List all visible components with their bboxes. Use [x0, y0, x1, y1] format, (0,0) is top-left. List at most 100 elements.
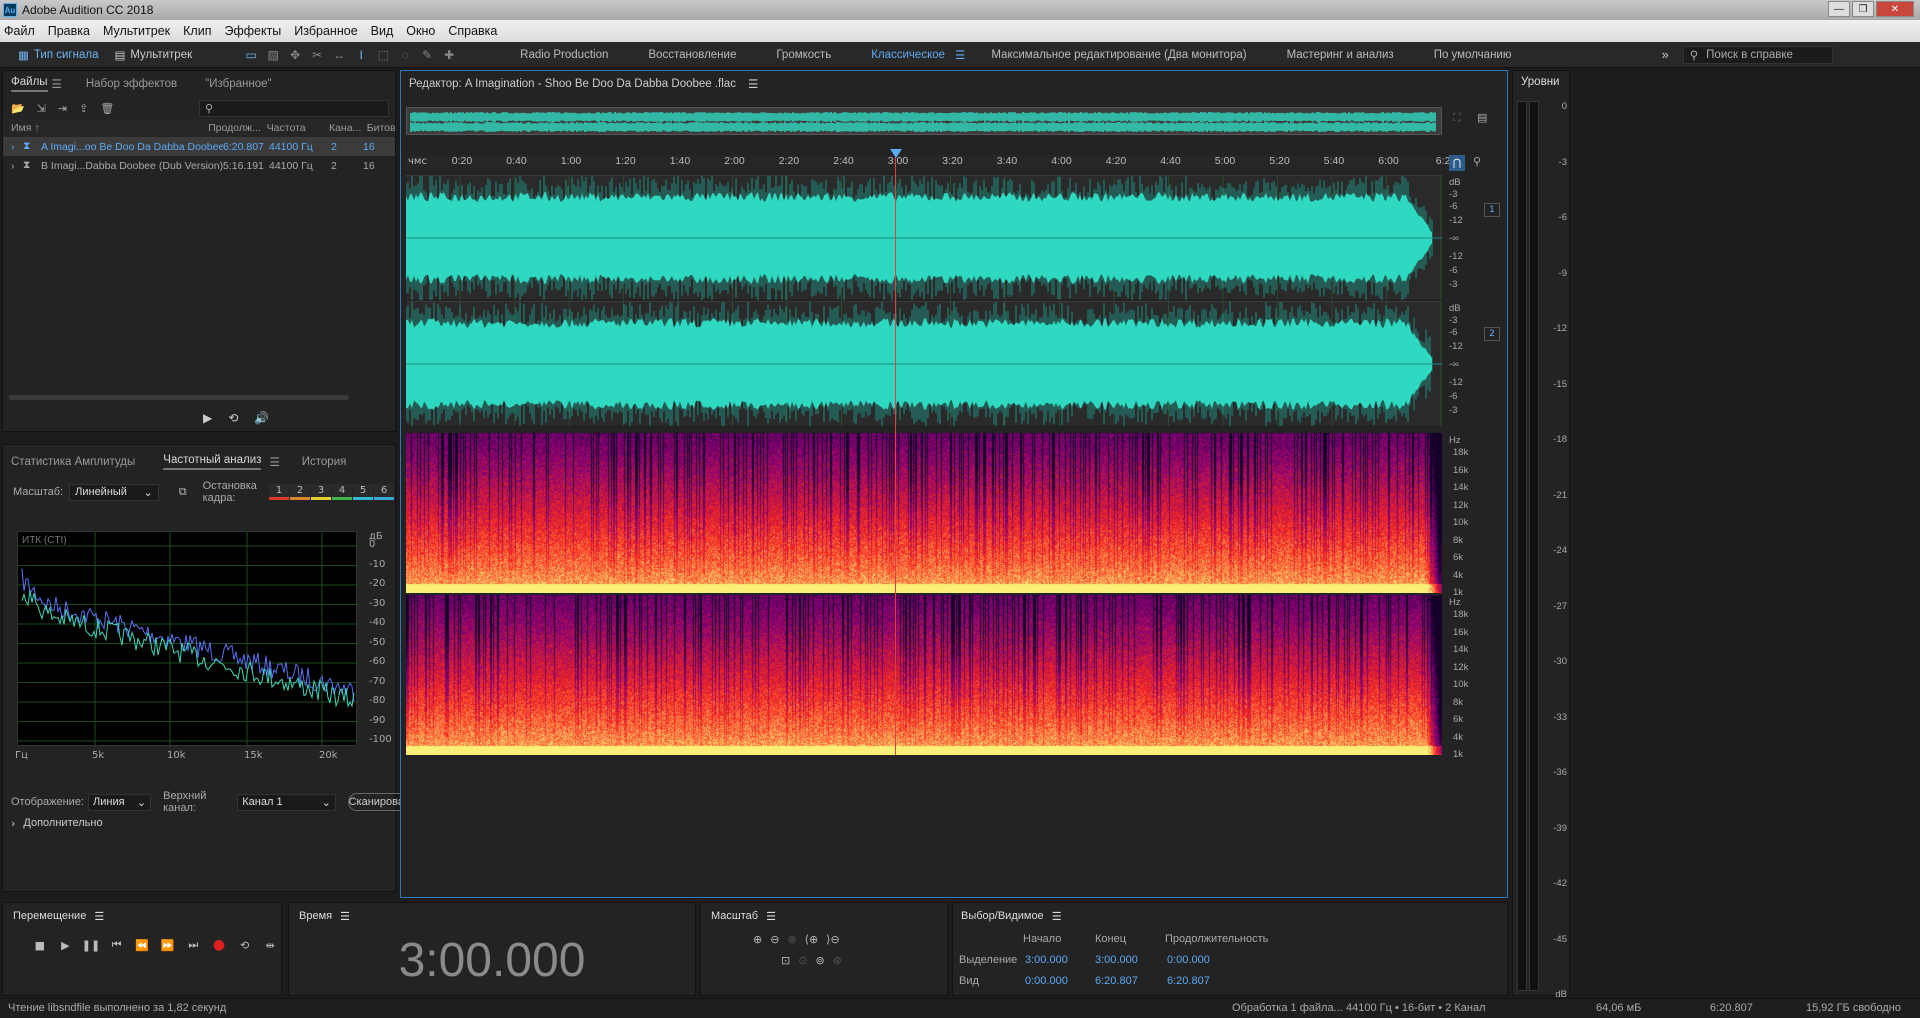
- pin-icon[interactable]: ⚲: [1473, 155, 1482, 168]
- files-panel-menu-icon[interactable]: ☰: [51, 79, 62, 91]
- analysis-panel-menu-icon[interactable]: ☰: [269, 457, 280, 469]
- brush-tool-icon[interactable]: ✎: [422, 47, 433, 62]
- move-tool-icon[interactable]: ✥: [290, 47, 301, 62]
- menu-edit[interactable]: Правка: [47, 24, 90, 38]
- stop-button[interactable]: ■: [34, 938, 45, 952]
- waveform-view-button[interactable]: ▦ Тип сигнала: [18, 48, 99, 62]
- tab-frequency-analysis[interactable]: Частотный анализ: [163, 454, 262, 470]
- view-duration-value[interactable]: 6:20.807: [1167, 975, 1210, 987]
- tab-favorites[interactable]: "Избранное": [205, 78, 272, 90]
- table-row[interactable]: › ⧗ B Imagi...Dabba Doobee (Dub Version)…: [3, 156, 395, 175]
- lasso-tool-icon[interactable]: ◌: [401, 47, 409, 62]
- pause-button[interactable]: ❚❚: [81, 938, 101, 952]
- minimize-button[interactable]: —: [1828, 1, 1850, 17]
- preview-play-icon[interactable]: ▶: [203, 411, 213, 425]
- slip-tool-icon[interactable]: ↔: [333, 47, 346, 62]
- spectral-channel-1[interactable]: [406, 433, 1442, 593]
- col-duration[interactable]: Продолж...: [208, 122, 261, 134]
- workspace-max-edit[interactable]: Максимальное редактирование (Два монитор…: [991, 48, 1247, 61]
- insert-into-icon[interactable]: ⇥: [57, 101, 68, 115]
- col-bits[interactable]: Битов: [366, 122, 395, 134]
- freeze-toggle-icon[interactable]: ⧉: [178, 485, 187, 498]
- help-search-input[interactable]: ⚲ Поиск в справке: [1682, 45, 1833, 64]
- scale-select[interactable]: Линейный ⌄: [69, 483, 159, 501]
- col-channels[interactable]: Кана...: [328, 122, 362, 134]
- top-channel-select[interactable]: Канал 1 ⌄: [237, 793, 336, 811]
- zoom-out-time-icon[interactable]: ⟩⊖: [826, 933, 840, 946]
- freeze-slot-button[interactable]: 3: [311, 484, 331, 500]
- view-start-value[interactable]: 0:00.000: [1025, 975, 1068, 987]
- zoom-menu-icon[interactable]: ☰: [766, 910, 776, 923]
- editor-panel-menu-icon[interactable]: ☰: [747, 79, 759, 91]
- freeze-slot-button[interactable]: 1: [269, 484, 289, 500]
- tab-files[interactable]: Файлы: [11, 76, 48, 92]
- files-search-input[interactable]: ⚲: [199, 99, 389, 117]
- menu-help[interactable]: Справка: [448, 24, 498, 38]
- menu-clip[interactable]: Клип: [183, 24, 212, 38]
- view-end-value[interactable]: 6:20.807: [1095, 975, 1138, 987]
- menu-view[interactable]: Вид: [370, 24, 394, 38]
- channel-1-badge[interactable]: 1: [1484, 203, 1500, 217]
- zoom-in-amplitude-icon[interactable]: ⊕: [753, 933, 763, 946]
- selection-duration-value[interactable]: 0:00.000: [1167, 954, 1210, 966]
- display-select[interactable]: Линия ⌄: [88, 793, 152, 811]
- freeze-slot-button[interactable]: 5: [353, 484, 373, 500]
- record-button[interactable]: ●: [212, 937, 226, 953]
- workspace-menu-icon[interactable]: ☰: [955, 49, 966, 62]
- transport-menu-icon[interactable]: ☰: [94, 910, 105, 923]
- workspace-loudness[interactable]: Громкость: [776, 48, 832, 61]
- time-menu-icon[interactable]: ☰: [340, 910, 350, 923]
- workspace-classic[interactable]: Классическое: [871, 48, 946, 61]
- panel-options-icon[interactable]: ▤: [1477, 111, 1488, 124]
- show-waveform-icon[interactable]: ▭: [245, 47, 257, 62]
- snap-icon[interactable]: ⋂: [1449, 155, 1465, 171]
- freeze-slot-button[interactable]: 4: [332, 484, 352, 500]
- menu-window[interactable]: Окно: [406, 24, 436, 38]
- expand-icon[interactable]: ›: [11, 159, 15, 172]
- time-selection-tool-icon[interactable]: I: [359, 47, 363, 62]
- menu-file[interactable]: Файл: [4, 24, 35, 38]
- razor-tool-icon[interactable]: ✂: [312, 47, 323, 62]
- zoom-selection-icon[interactable]: ⊙: [798, 954, 808, 967]
- channel-2-badge[interactable]: 2: [1484, 327, 1500, 341]
- open-file-icon[interactable]: 📂: [11, 101, 25, 115]
- workspace-mastering[interactable]: Мастеринг и анализ: [1286, 48, 1394, 61]
- preview-loop-icon[interactable]: ⟲: [228, 411, 239, 425]
- files-horizontal-scrollbar[interactable]: [9, 395, 349, 400]
- freeze-slot-button[interactable]: 2: [290, 484, 310, 500]
- zoom-to-selection-icon[interactable]: ⊛: [832, 954, 842, 967]
- loop-button[interactable]: ⟲: [239, 938, 250, 952]
- waveform-channel-2[interactable]: [405, 299, 1442, 429]
- tab-effects-rack[interactable]: Набор эффектов: [85, 78, 178, 90]
- col-name[interactable]: Имя ↑: [11, 122, 40, 134]
- fast-forward-button[interactable]: ⏩: [160, 938, 175, 952]
- preview-autoplay-icon[interactable]: 🔊: [254, 411, 270, 425]
- delete-icon[interactable]: 🗑: [100, 101, 115, 115]
- workspace-restoration[interactable]: Восстановление: [648, 48, 737, 61]
- selection-start-value[interactable]: 3:00.000: [1025, 954, 1068, 966]
- zoom-reset-icon[interactable]: ⊗: [787, 933, 797, 946]
- menu-favorites[interactable]: Избранное: [294, 24, 358, 38]
- marquee-tool-icon[interactable]: ⬚: [377, 47, 389, 62]
- tab-history[interactable]: История: [301, 456, 347, 468]
- overview-navigator[interactable]: [406, 107, 1442, 135]
- time-display[interactable]: 3:00.000: [398, 934, 586, 987]
- close-button[interactable]: ✕: [1876, 1, 1914, 17]
- zoom-full-icon[interactable]: ⊡: [781, 954, 791, 967]
- playhead-handle[interactable]: [890, 149, 902, 158]
- import-icon[interactable]: ⇲: [36, 101, 46, 115]
- restore-button[interactable]: ❐: [1852, 1, 1874, 17]
- zoom-to-fit-icon[interactable]: ⛶: [1453, 111, 1461, 124]
- zoom-in-time-icon[interactable]: ⟨⊕: [804, 933, 819, 946]
- play-button[interactable]: ▶: [61, 938, 70, 952]
- multitrack-view-button[interactable]: ▤ Мультитрек: [114, 48, 193, 62]
- freeze-slot-button[interactable]: 6: [374, 484, 394, 500]
- workspace-default[interactable]: По умолчанию: [1433, 48, 1512, 61]
- to-start-button[interactable]: ⏮: [111, 938, 122, 951]
- tab-amplitude-statistics[interactable]: Статистика Амплитуды: [11, 456, 136, 468]
- rewind-button[interactable]: ⏪: [135, 938, 150, 952]
- spectral-channel-2[interactable]: [406, 595, 1442, 755]
- spot-healing-tool-icon[interactable]: ✚: [444, 47, 455, 62]
- selection-end-value[interactable]: 3:00.000: [1095, 954, 1138, 966]
- to-end-button[interactable]: ⏭: [188, 938, 199, 951]
